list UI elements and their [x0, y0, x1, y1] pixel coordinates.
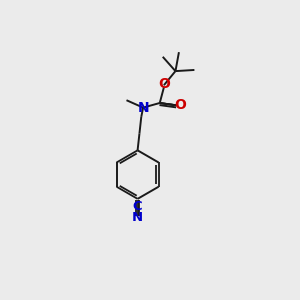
Text: C: C	[133, 200, 142, 213]
Text: N: N	[132, 211, 143, 224]
Text: O: O	[158, 77, 170, 91]
Text: O: O	[175, 98, 187, 112]
Text: N: N	[137, 100, 149, 115]
